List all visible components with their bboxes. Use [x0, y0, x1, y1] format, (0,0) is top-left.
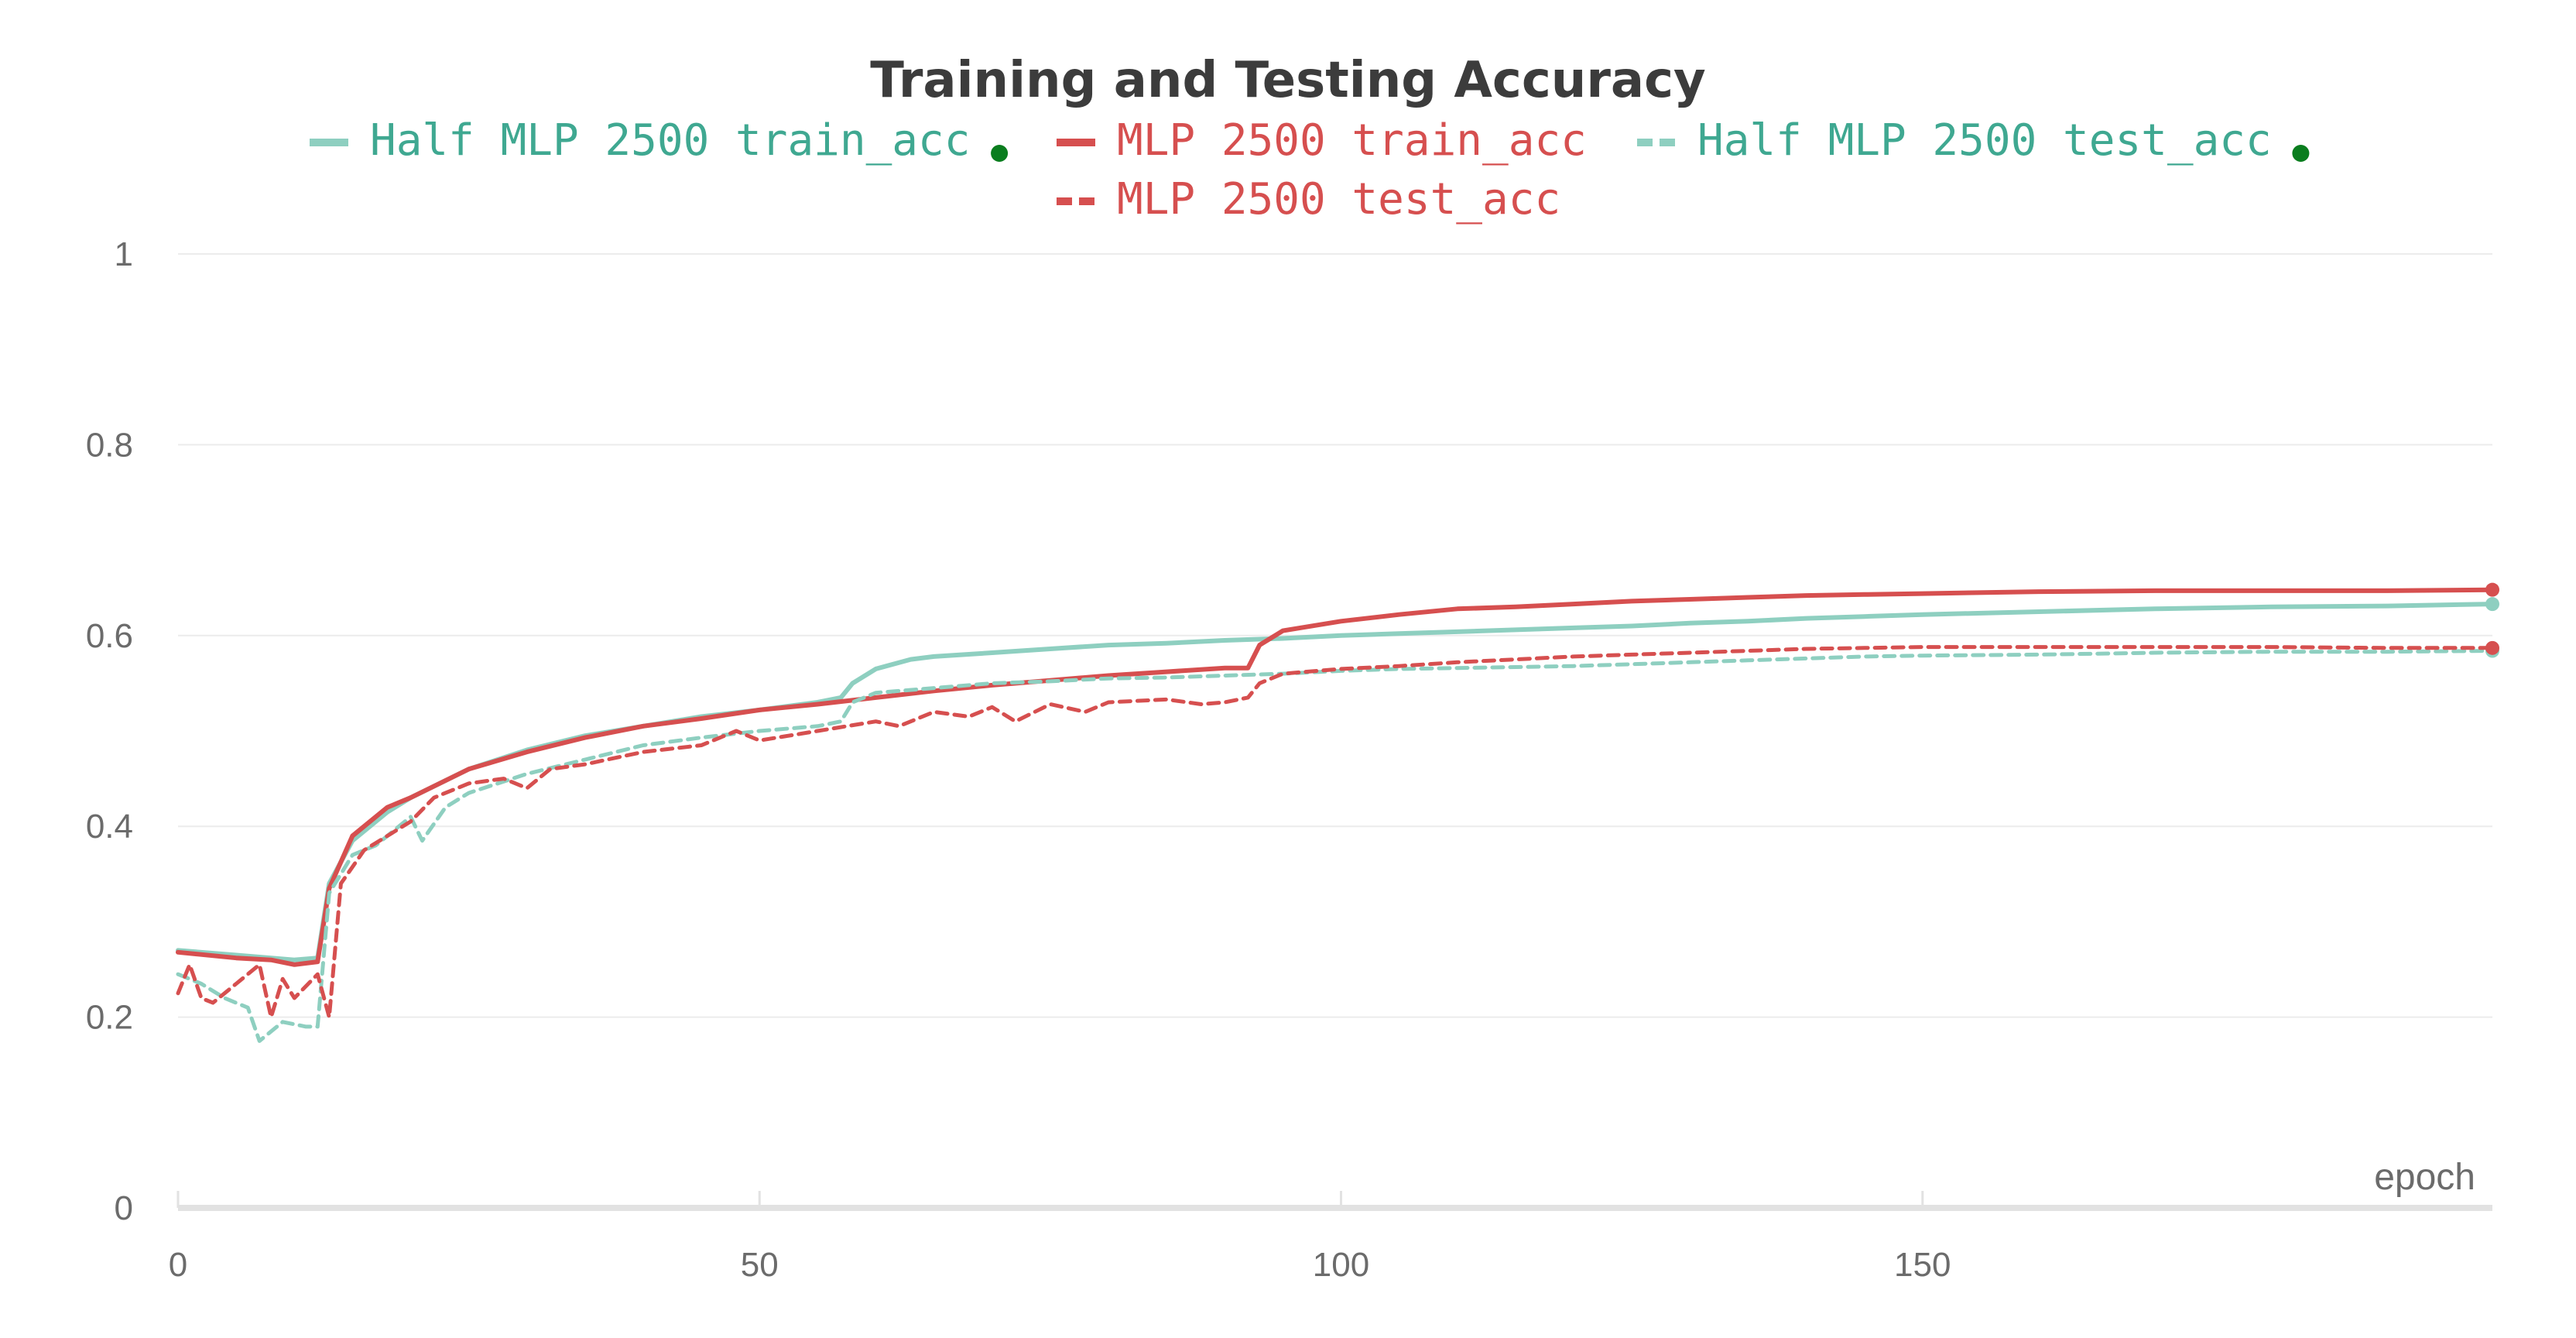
series-end-point-0: [2485, 597, 2499, 612]
series-line-0: [176, 602, 2495, 962]
x-axis: 0 50 100 150: [169, 1191, 2492, 1284]
y-tick-label: 0.8: [86, 426, 133, 464]
legend-label[interactable]: Half MLP 2500 train_acc: [370, 115, 970, 166]
chart-title: Training and Testing Accuracy: [870, 52, 1706, 109]
x-tick-label: 150: [1894, 1246, 1951, 1284]
y-tick-label: 0.6: [86, 617, 133, 655]
series-end-point-1: [2485, 582, 2499, 597]
y-tick-label: 0.2: [86, 999, 133, 1037]
x-tick-label: 50: [741, 1246, 779, 1284]
series-line-3: [176, 645, 2495, 1020]
y-tick-label: 0.4: [86, 808, 133, 846]
x-tick-label: 100: [1313, 1246, 1369, 1284]
legend-label[interactable]: Half MLP 2500 test_acc: [1697, 115, 2272, 166]
series-lines: [176, 582, 2499, 1043]
y-tick-label: 1: [115, 235, 133, 273]
legend-dot-icon: [991, 145, 1009, 162]
legend-dot-icon: [2292, 145, 2310, 162]
series-line-1: [176, 587, 2495, 967]
y-tick-label: 0: [115, 1189, 133, 1227]
legend-label[interactable]: MLP 2500 test_acc: [1117, 174, 1560, 225]
y-axis: 0 0.2 0.4 0.6 0.8 1: [86, 235, 133, 1227]
legend-label[interactable]: MLP 2500 train_acc: [1117, 115, 1587, 166]
x-axis-label: epoch: [2374, 1157, 2475, 1198]
series-line-2: [176, 649, 2495, 1043]
chart-legend: Half MLP 2500 train_acc MLP 2500 train_ac…: [310, 115, 2310, 225]
series-end-point-3: [2485, 640, 2499, 655]
x-tick-label: 0: [169, 1246, 187, 1284]
